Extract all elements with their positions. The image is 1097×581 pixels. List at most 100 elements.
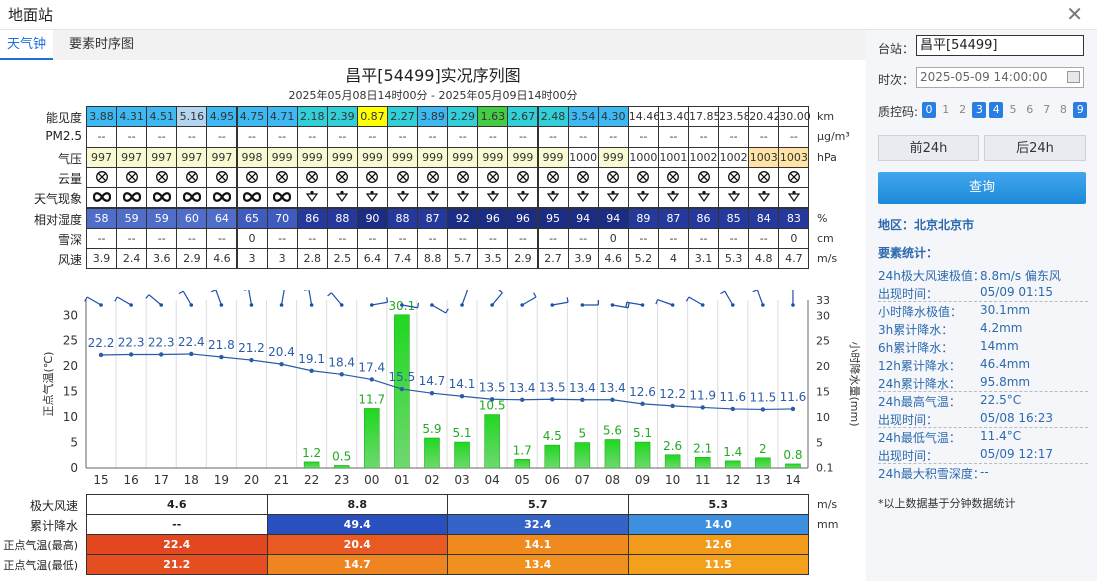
rain-bar [694,457,711,469]
temperature-point [550,397,555,402]
grid-cell: 2.4 [116,248,148,270]
rain-shower-icon [727,191,740,203]
grid-cell: 2.18 [296,106,328,128]
grid-cell: -- [627,227,659,250]
temperature-label: 17.4 [358,360,385,374]
summary-row-label: 极大风速 [29,499,78,513]
summary-cell: 13.4 [447,554,629,575]
qc-code-9[interactable]: 9 [1073,102,1088,118]
grid-cell: -- [206,227,238,250]
grid-cell: 999 [387,146,419,168]
grid-cell [567,166,599,189]
rain-bar [755,457,771,469]
stat-separator [878,427,1088,428]
grid-cell: 3.1 [688,248,720,270]
x-tick-label: 10 [665,473,680,487]
qc-code-4[interactable]: 4 [989,102,1004,118]
wind-station-dot [670,303,675,307]
wind-barb-flag [145,294,150,299]
rain-bar-label: 11.7 [358,392,385,406]
qc-code-7[interactable]: 7 [1043,103,1051,116]
grid-cell [748,166,780,189]
grid-cell [417,187,449,209]
next-24h-button[interactable]: 后24h [984,135,1086,161]
tab-weather-clock[interactable]: 天气钟 [0,30,54,60]
haze-icon [242,192,262,203]
row-unit: μg/m³ [817,130,850,144]
wind-station-dot [219,303,224,307]
grid-cell: -- [146,126,178,148]
wind-barb-flag [84,296,88,302]
qc-code-8[interactable]: 8 [1059,103,1067,116]
temperature-point [189,351,194,357]
temperature-point [98,352,104,358]
grid-cell: -- [86,126,118,148]
stat-key: 3h累计降水： [878,323,954,337]
rain-bar-label: 2 [759,442,767,456]
rain-bar-label: 5.9 [422,422,441,436]
tab-element-timeseries[interactable]: 要素时序图 [69,37,135,52]
time-input[interactable]: 2025-05-09 14:00:00 [916,67,1084,88]
y-left-tick-label: 20 [63,359,78,373]
grid-cell [597,166,629,189]
summary-row-label: 累计降水 [29,519,78,533]
calendar-icon[interactable] [1067,71,1080,83]
grid-cell: 23.58 [718,106,751,128]
y-right-tick-label: 20 [816,360,830,373]
station-input[interactable]: 昌平[54499] [916,35,1084,56]
time-label: 时次： [878,73,915,87]
grid-cell: 2.7 [537,248,569,270]
wind-station-dot [339,303,344,307]
row-unit: hPa [817,150,837,164]
rain-bar-label: 1.7 [513,443,532,457]
grid-cell: 94 [597,207,629,229]
summary-cell: -- [86,514,268,535]
grid-cell [537,187,569,209]
stat-value: 22.5°C [980,393,1022,407]
x-tick-label: 22 [304,473,319,487]
rain-shower-icon [576,191,590,203]
grid-cell: 997 [116,146,148,168]
grid-cell: -- [688,227,720,250]
grid-cell: 3.6 [146,248,178,270]
rain-shower-icon [456,191,469,203]
query-button[interactable]: 查询 [878,172,1086,204]
qc-code-5[interactable]: 5 [1009,103,1017,116]
x-tick-label: 03 [454,473,469,487]
grid-cell: 3.5 [477,248,509,270]
prev-24h-button[interactable]: 前24h [878,135,979,161]
cloud-cover-icon [727,170,740,183]
grid-cell [507,166,539,189]
wind-station-dot [490,303,494,307]
rain-bar-label: 10.5 [479,399,506,413]
wind-barb [626,301,643,306]
rain-bar [364,408,380,469]
temperature-label: 14.7 [419,374,446,388]
stat-value: 05/09 12:17 [980,447,1053,461]
x-tick-label: 05 [515,473,530,487]
temperature-label: 13.5 [539,380,566,394]
qc-code-0[interactable]: 0 [922,102,936,118]
x-tick-label: 00 [364,473,379,487]
haze-icon [92,192,111,203]
qc-code-1[interactable]: 1 [942,103,950,116]
x-tick-label: 07 [575,473,590,487]
row-label: 气压 [57,151,82,166]
y-right-tick-label: 15 [816,386,830,399]
wind-barb [182,290,192,306]
grid-cell [477,187,509,209]
close-icon[interactable]: ✕ [1066,2,1083,26]
x-tick-label: 17 [154,473,169,487]
station-label: 台站： [878,42,915,56]
wind-station-dot [520,303,525,307]
qc-code-2[interactable]: 2 [959,103,967,116]
qc-code-3[interactable]: 3 [972,102,987,118]
qc-code-6[interactable]: 6 [1026,103,1034,116]
summary-cell: 49.4 [266,514,448,535]
rain-bar [574,442,591,469]
grid-cell: -- [387,227,419,250]
grid-cell [236,166,268,189]
x-tick-label: 08 [605,473,620,487]
y-left-tick-label: 30 [63,308,78,322]
wind-barb [148,294,162,306]
